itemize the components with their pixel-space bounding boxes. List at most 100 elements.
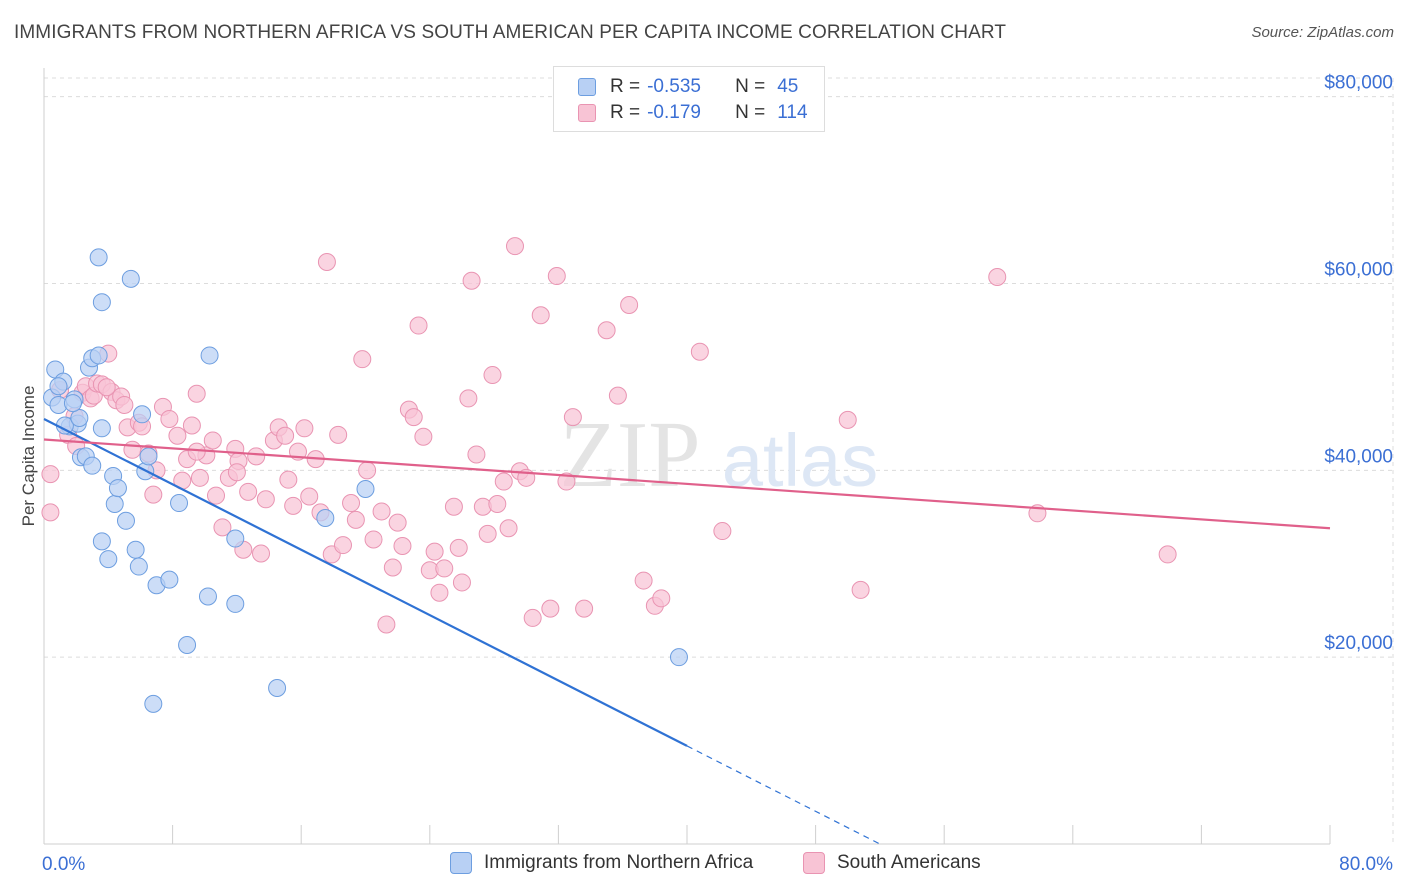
x-tick-label: 0.0% — [42, 854, 85, 875]
data-point — [105, 494, 124, 513]
data-point — [182, 416, 201, 435]
axes — [43, 68, 1331, 845]
legend-r-value: -0.179 — [647, 102, 701, 123]
legend-n-value: 45 — [777, 76, 799, 97]
data-point — [634, 571, 653, 590]
y-tick-label: $80,000 — [1324, 73, 1393, 94]
legend-row-series2: R = -0.179 N = 114 — [578, 101, 808, 125]
data-point — [377, 615, 396, 634]
data-point — [435, 559, 454, 578]
data-point — [49, 377, 68, 396]
data-point — [203, 431, 222, 450]
data-point — [129, 557, 148, 576]
series-legend: Immigrants from Northern Africa South Am… — [0, 852, 1406, 878]
data-point — [414, 427, 433, 446]
data-point — [213, 518, 232, 537]
legend-item-immigrants-northern-africa[interactable]: Immigrants from Northern Africa — [450, 852, 753, 874]
data-point — [284, 496, 303, 515]
data-point — [144, 485, 163, 504]
legend-swatch-series2 — [578, 104, 596, 122]
trend-line-series2 — [43, 438, 1331, 530]
data-point — [268, 678, 287, 697]
data-point — [144, 694, 163, 713]
data-point — [988, 267, 1007, 286]
data-point — [467, 445, 486, 464]
legend-item-south-americans[interactable]: South Americans — [803, 852, 981, 874]
legend-n-value: 114 — [777, 102, 808, 123]
data-point — [452, 573, 471, 592]
data-point — [207, 486, 226, 505]
legend-row-series1: R = -0.535 N = 45 — [578, 75, 798, 99]
data-point — [168, 426, 187, 445]
data-point — [295, 419, 314, 438]
data-point — [541, 599, 560, 618]
data-point — [279, 470, 298, 489]
data-point — [383, 558, 402, 577]
data-point — [226, 529, 245, 548]
legend-r-value: -0.535 — [647, 76, 701, 97]
data-point — [620, 295, 639, 314]
data-point — [116, 511, 135, 530]
legend-swatch-series2 — [803, 852, 825, 874]
data-point — [123, 440, 142, 459]
data-point — [329, 425, 348, 444]
data-point — [170, 494, 189, 513]
data-point — [669, 648, 688, 667]
data-point — [851, 580, 870, 599]
data-point — [523, 608, 542, 627]
trend-line-series1 — [43, 417, 688, 747]
data-point — [227, 463, 246, 482]
data-point — [713, 522, 732, 541]
data-point — [92, 419, 111, 438]
x-tick-label: 80.0% — [1339, 854, 1393, 875]
data-point — [393, 537, 412, 556]
chart-title: IMMIGRANTS FROM NORTHERN AFRICA VS SOUTH… — [14, 22, 1007, 43]
data-point — [63, 394, 82, 413]
data-point — [364, 530, 383, 549]
x-tick-labels: 0.0% 80.0% — [42, 854, 1393, 875]
data-point — [531, 306, 550, 325]
data-point — [505, 237, 524, 256]
data-point — [200, 346, 219, 365]
data-point — [300, 487, 319, 506]
data-point — [70, 409, 89, 428]
y-tick-labels: $20,000 $40,000 $60,000 $80,000 — [1324, 73, 1393, 654]
data-point — [342, 494, 361, 513]
data-point — [276, 426, 295, 445]
data-point — [41, 465, 60, 484]
data-point — [133, 405, 152, 424]
legend-r-label: R = — [610, 76, 641, 97]
data-point — [198, 587, 217, 606]
watermark-zip: ZIP — [560, 403, 701, 507]
data-point — [160, 409, 179, 428]
data-point — [115, 395, 134, 414]
data-point — [372, 502, 391, 521]
series-south-americans — [41, 237, 1177, 634]
data-point — [563, 408, 582, 427]
data-point — [226, 594, 245, 613]
data-point — [41, 503, 60, 522]
trend-lines — [43, 417, 1331, 845]
legend-swatch-series1 — [450, 852, 472, 874]
data-point — [358, 461, 377, 480]
data-point — [97, 378, 116, 397]
data-point — [247, 447, 266, 466]
data-point — [256, 490, 275, 509]
data-point — [99, 550, 118, 569]
data-point — [89, 248, 108, 267]
legend-series2-name: South Americans — [837, 852, 981, 873]
data-point — [652, 589, 671, 608]
data-point — [83, 456, 102, 475]
watermark: ZIP atlas — [560, 403, 879, 507]
data-point — [404, 408, 423, 427]
trend-line-series1-extension — [686, 745, 881, 845]
data-point — [575, 599, 594, 618]
data-point — [608, 386, 627, 405]
data-point — [139, 447, 158, 466]
series-immigrants-northern-africa — [43, 248, 688, 713]
y-tick-label: $40,000 — [1324, 446, 1393, 467]
legend-n-label: N = — [735, 76, 766, 97]
data-point — [317, 253, 336, 272]
data-point — [499, 519, 518, 538]
